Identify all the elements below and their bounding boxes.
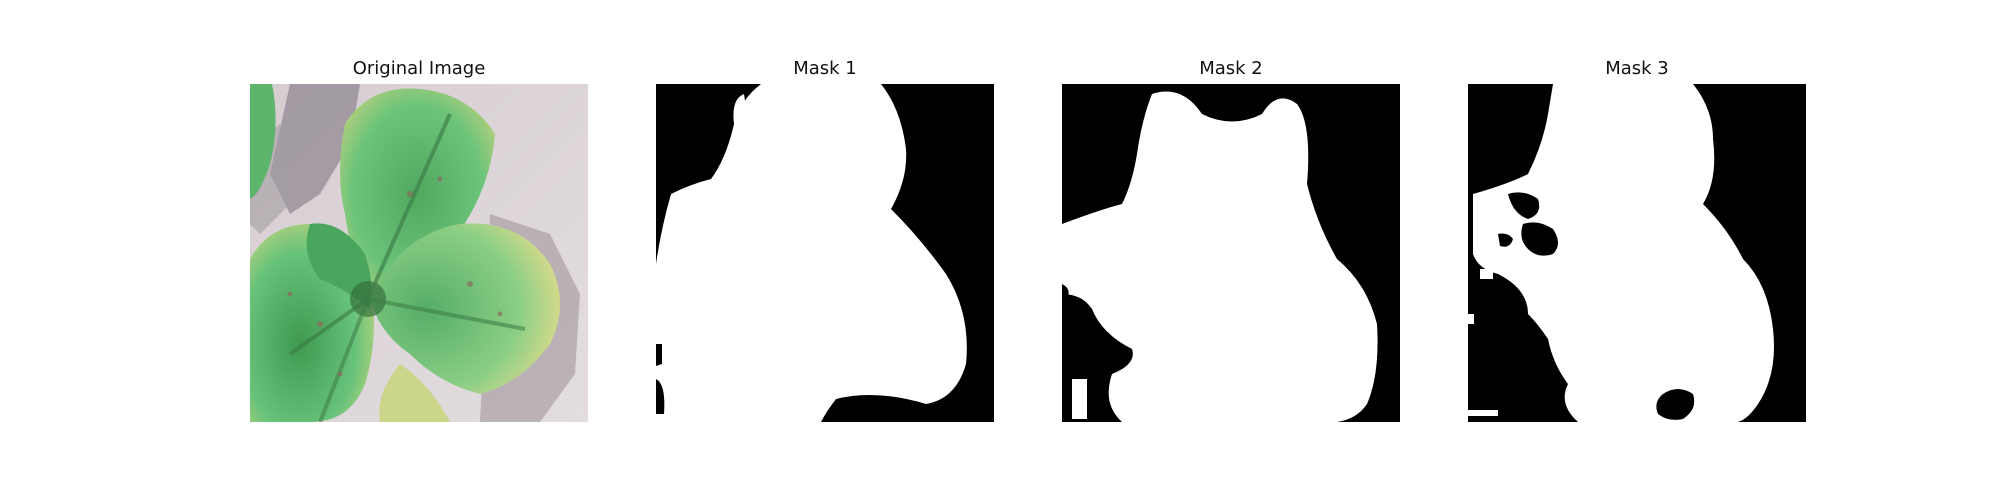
original-leaf-image bbox=[250, 84, 588, 422]
mask-2-image bbox=[1062, 84, 1400, 422]
panel-title: Mask 3 bbox=[1605, 58, 1669, 79]
panel-mask-1: Mask 1 bbox=[656, 0, 994, 500]
panel-title: Mask 1 bbox=[793, 58, 857, 79]
leaf-photo-svg bbox=[250, 84, 588, 422]
panel-title: Original Image bbox=[352, 58, 486, 79]
mask-3-image bbox=[1468, 84, 1806, 422]
mask-1-svg bbox=[656, 84, 994, 422]
panel-mask-2: Mask 2 bbox=[1062, 0, 1400, 500]
panel-mask-3: Mask 3 bbox=[1468, 0, 1806, 500]
panel-original-image: Original Image bbox=[250, 0, 588, 500]
mask-3-svg bbox=[1468, 84, 1806, 422]
panel-title: Mask 2 bbox=[1199, 58, 1263, 79]
mask-1-image bbox=[656, 84, 994, 422]
mask-2-svg bbox=[1062, 84, 1400, 422]
